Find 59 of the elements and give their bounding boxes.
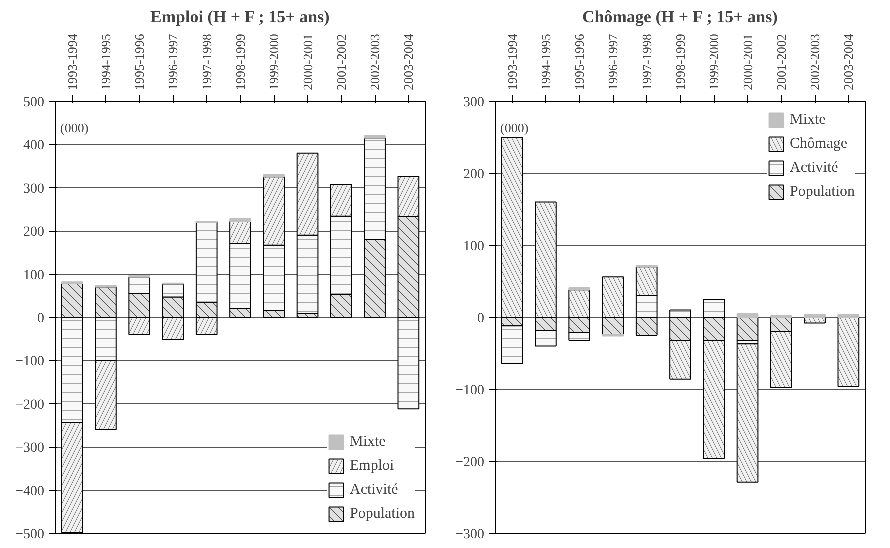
legend-label: Chômage <box>790 136 848 152</box>
y-tick-label: 300 <box>24 182 44 197</box>
y-tick-label: 200 <box>464 168 484 182</box>
y-tick-label: −200 <box>456 456 485 470</box>
chart-title: Emploi (H + F ; 15+ ans) <box>150 8 330 26</box>
y-tick-label: 0 <box>478 312 484 326</box>
bar <box>568 287 591 291</box>
y-tick-label: −300 <box>16 441 45 456</box>
y-tick-label: −100 <box>456 384 485 398</box>
legend-label: Activité <box>350 482 398 498</box>
x-tick-label: 1997-1998 <box>199 34 214 90</box>
x-tick-label: 1997-1998 <box>639 34 654 90</box>
x-tick-label: 1994-1995 <box>98 34 114 90</box>
legend-label: Population <box>790 184 855 200</box>
x-tick-label: 2001-2002 <box>334 34 349 90</box>
x-tick-label: 2001-2002 <box>774 34 789 90</box>
chart-title: Chômage (H + F ; 15+ ans) <box>582 8 778 26</box>
y-tick-label: −200 <box>16 398 45 413</box>
legend-label: Mixte <box>790 112 826 128</box>
x-tick-label: 1996-1997 <box>606 34 621 90</box>
x-tick-label: 1993-1994 <box>64 34 80 90</box>
x-tick-label: 1993-1994 <box>504 34 520 90</box>
bar <box>838 314 860 318</box>
x-tick-label: 1996-1997 <box>166 34 181 90</box>
bar <box>804 314 826 318</box>
y-tick-label: −300 <box>456 528 485 542</box>
y-tick-label: 100 <box>464 240 484 254</box>
x-tick-label: 2003-2004 <box>401 34 416 90</box>
x-tick-label: 2002-2003 <box>368 34 383 90</box>
legend-label: Mixte <box>350 434 386 450</box>
bar <box>230 218 252 222</box>
y-tick-label: 400 <box>24 138 44 154</box>
y-tick-label: 500 <box>24 96 44 110</box>
x-tick-label: 1995-1996 <box>132 34 148 90</box>
legend-label: Activité <box>790 160 838 176</box>
x-tick-label: 2000-2001 <box>300 34 316 90</box>
x-tick-label: 2003-2004 <box>841 34 856 90</box>
bar <box>736 313 759 318</box>
bar <box>263 174 286 178</box>
x-tick-label: 1999-2000 <box>706 34 722 90</box>
y-axis-title: (000) <box>60 120 89 136</box>
y-tick-label: 0 <box>38 312 44 326</box>
legend-label: Population <box>350 506 415 522</box>
x-tick-label: 1998-1999 <box>233 34 248 90</box>
x-tick-label: 2000-2001 <box>740 34 756 90</box>
x-tick-label: 1999-2000 <box>266 34 282 90</box>
x-tick-label: 1998-1999 <box>673 34 688 90</box>
y-tick-label: −100 <box>16 354 45 370</box>
bar <box>364 136 386 139</box>
y-tick-label: 300 <box>464 96 484 110</box>
x-tick-label: 1994-1995 <box>538 34 554 90</box>
y-tick-label: 100 <box>24 268 44 284</box>
x-tick-label: 1995-1996 <box>572 34 588 90</box>
x-tick-label: 2002-2003 <box>808 34 823 90</box>
y-tick-label: −400 <box>16 484 45 500</box>
legend-label: Emploi <box>350 458 394 474</box>
y-tick-label: 200 <box>24 225 44 240</box>
y-tick-label: −500 <box>16 528 45 542</box>
y-axis-title: (000) <box>500 120 529 136</box>
